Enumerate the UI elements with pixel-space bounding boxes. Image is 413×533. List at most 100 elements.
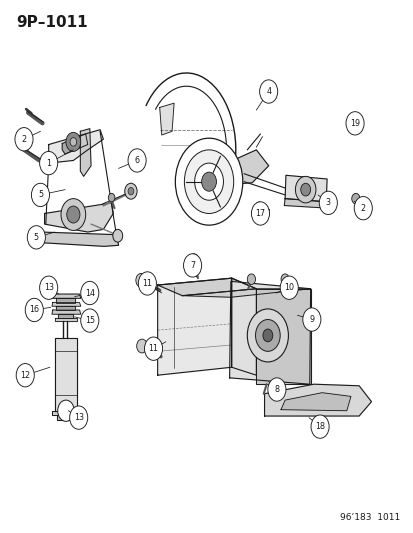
Polygon shape (284, 199, 328, 208)
Polygon shape (57, 415, 74, 420)
Circle shape (57, 400, 74, 421)
Circle shape (354, 197, 371, 220)
Polygon shape (182, 289, 310, 297)
Circle shape (318, 191, 337, 215)
Circle shape (15, 127, 33, 151)
Circle shape (40, 276, 57, 300)
Text: 11: 11 (148, 344, 158, 353)
Text: 9: 9 (309, 315, 313, 324)
Polygon shape (52, 303, 81, 306)
Text: 11: 11 (142, 279, 152, 288)
Polygon shape (157, 278, 231, 375)
Circle shape (108, 193, 115, 202)
Polygon shape (55, 318, 76, 321)
Circle shape (70, 138, 76, 146)
Circle shape (247, 309, 288, 362)
Polygon shape (231, 278, 256, 375)
Polygon shape (52, 310, 81, 314)
Circle shape (295, 176, 315, 203)
Polygon shape (52, 294, 81, 298)
Circle shape (81, 281, 99, 305)
Polygon shape (229, 281, 310, 384)
Circle shape (69, 406, 88, 429)
Text: 2: 2 (21, 135, 26, 144)
Polygon shape (40, 232, 118, 246)
Text: 16: 16 (29, 305, 39, 314)
Circle shape (183, 254, 201, 277)
Circle shape (310, 415, 328, 438)
Circle shape (201, 172, 216, 191)
Text: 14: 14 (85, 288, 95, 297)
Polygon shape (57, 314, 73, 318)
Polygon shape (157, 278, 256, 296)
Text: 2: 2 (360, 204, 365, 213)
Circle shape (267, 378, 285, 401)
Text: 7: 7 (190, 261, 195, 270)
Circle shape (194, 163, 223, 200)
Circle shape (128, 149, 146, 172)
Polygon shape (49, 130, 103, 163)
Circle shape (136, 339, 147, 353)
Polygon shape (285, 175, 326, 202)
Circle shape (135, 273, 146, 287)
Circle shape (247, 274, 255, 285)
Text: 13: 13 (74, 413, 83, 422)
Polygon shape (264, 384, 370, 416)
Circle shape (81, 309, 99, 332)
Polygon shape (223, 150, 268, 184)
Polygon shape (159, 103, 174, 135)
Circle shape (255, 319, 280, 351)
Circle shape (61, 199, 85, 230)
Polygon shape (56, 298, 75, 303)
Polygon shape (62, 134, 88, 154)
Polygon shape (80, 128, 91, 176)
Polygon shape (256, 289, 310, 384)
Polygon shape (45, 203, 113, 232)
Text: 17: 17 (255, 209, 265, 218)
Text: 8: 8 (274, 385, 279, 394)
Polygon shape (55, 338, 76, 411)
Text: 1: 1 (46, 159, 51, 167)
Circle shape (302, 308, 320, 331)
Circle shape (31, 183, 50, 207)
Circle shape (175, 138, 242, 225)
Circle shape (262, 329, 272, 342)
Circle shape (124, 183, 137, 199)
Text: 6: 6 (134, 156, 139, 165)
Circle shape (280, 274, 289, 285)
Circle shape (138, 272, 156, 295)
Text: 9P–1011: 9P–1011 (16, 14, 87, 30)
Circle shape (351, 193, 359, 204)
Text: 3: 3 (325, 198, 330, 207)
Text: 15: 15 (85, 316, 95, 325)
Circle shape (62, 407, 70, 418)
Text: 5: 5 (38, 190, 43, 199)
Text: 5: 5 (34, 233, 39, 242)
Text: 19: 19 (349, 119, 359, 128)
Polygon shape (280, 393, 350, 411)
Circle shape (348, 120, 356, 131)
Text: 18: 18 (314, 422, 324, 431)
Circle shape (300, 183, 310, 196)
Circle shape (259, 80, 277, 103)
Polygon shape (52, 411, 79, 415)
Circle shape (27, 225, 45, 249)
Text: 12: 12 (20, 370, 30, 379)
Circle shape (184, 150, 233, 214)
Circle shape (251, 202, 269, 225)
Circle shape (16, 364, 34, 387)
Circle shape (113, 229, 122, 242)
Text: 96’183  1011: 96’183 1011 (339, 513, 399, 522)
Text: 10: 10 (284, 283, 294, 292)
Circle shape (40, 151, 57, 175)
Circle shape (128, 188, 133, 195)
Circle shape (345, 112, 363, 135)
Circle shape (66, 132, 81, 151)
Text: 13: 13 (44, 283, 54, 292)
Circle shape (280, 276, 298, 300)
Text: 4: 4 (266, 87, 271, 96)
Circle shape (144, 337, 162, 360)
Polygon shape (56, 306, 75, 310)
Circle shape (66, 206, 80, 223)
Circle shape (188, 254, 198, 266)
